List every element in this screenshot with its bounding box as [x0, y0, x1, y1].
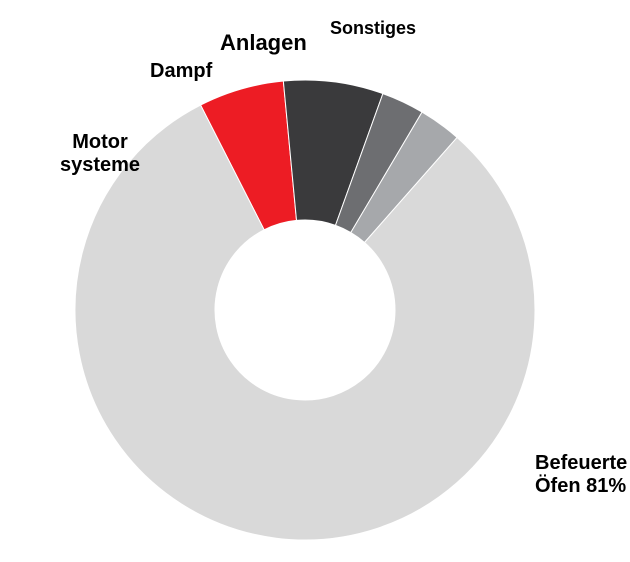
label-anlagen: Anlagen — [220, 30, 307, 55]
donut-chart: Motor systeme Dampf Anlagen Sonstiges Befeue… — [0, 0, 630, 562]
label-sonstiges: Sonstiges — [330, 18, 416, 39]
label-befeuerte-oefen: Befeuerte Öfen 81% — [535, 452, 627, 498]
label-motor-systeme: Motor systeme — [50, 131, 150, 177]
label-dampf: Dampf — [150, 60, 212, 83]
donut-hole — [215, 220, 395, 400]
